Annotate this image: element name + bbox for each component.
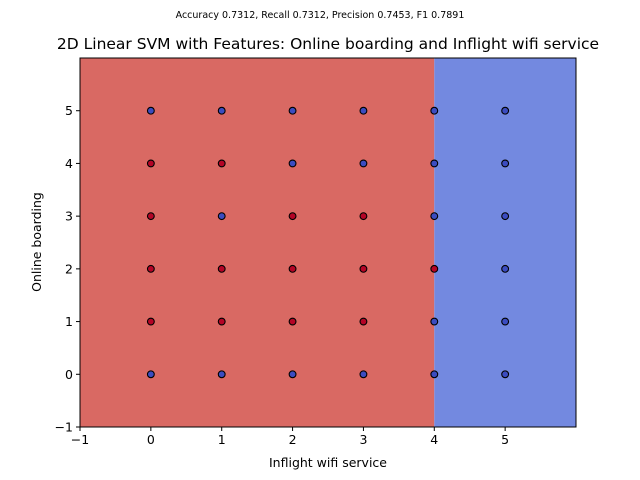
data-point [288,159,297,168]
x-tick-label: 2 [289,432,297,447]
x-axis-label: Inflight wifi service [269,455,387,470]
data-point [501,212,510,221]
data-point [217,317,226,326]
y-tick-label: 2 [65,261,73,276]
y-axis-label: Online boarding [29,192,44,292]
data-point [430,212,439,221]
data-point [359,212,368,221]
data-point [288,370,297,379]
data-point [217,212,226,221]
decision-region-class-0 [80,58,435,427]
x-tick-label: −1 [71,432,89,447]
y-tick-label: 1 [65,314,73,329]
data-point [288,106,297,115]
data-point [430,264,439,273]
data-point [217,106,226,115]
data-point [359,264,368,273]
plot-frame [79,57,577,428]
data-point [359,106,368,115]
data-point [146,370,155,379]
x-tick-label: 4 [430,432,438,447]
data-point [288,212,297,221]
data-point [501,370,510,379]
data-point [146,212,155,221]
data-point [501,106,510,115]
y-axis-ticks: −1 0 1 2 3 4 5 [55,103,80,435]
data-point [501,159,510,168]
data-point [288,317,297,326]
data-point [288,264,297,273]
data-point [430,106,439,115]
decision-regions [80,58,576,427]
data-point [146,159,155,168]
data-point [359,317,368,326]
y-tick-label: 5 [65,103,73,118]
data-point [430,317,439,326]
data-point [146,264,155,273]
data-point [146,317,155,326]
data-point [217,264,226,273]
data-point [501,264,510,273]
y-tick-label: 0 [65,367,73,382]
scatter-points [146,106,510,379]
x-tick-label: 1 [218,432,226,447]
data-point [501,317,510,326]
y-tick-label: 4 [65,156,73,171]
data-point [359,370,368,379]
data-point [430,370,439,379]
chart-suptitle: Accuracy 0.7312, Recall 0.7312, Precisio… [176,10,465,21]
chart-title: 2D Linear SVM with Features: Online boar… [57,35,599,53]
y-tick-label: 3 [65,209,73,224]
x-tick-label: 0 [147,432,155,447]
decision-region-class-1 [434,58,576,427]
data-point [146,106,155,115]
data-point [430,159,439,168]
data-point [217,370,226,379]
x-tick-label: 5 [501,432,509,447]
y-tick-label: −1 [55,420,73,435]
x-tick-label: 3 [359,432,367,447]
x-axis-ticks: −1 0 1 2 3 4 5 [71,427,509,447]
data-point [359,159,368,168]
data-point [217,159,226,168]
